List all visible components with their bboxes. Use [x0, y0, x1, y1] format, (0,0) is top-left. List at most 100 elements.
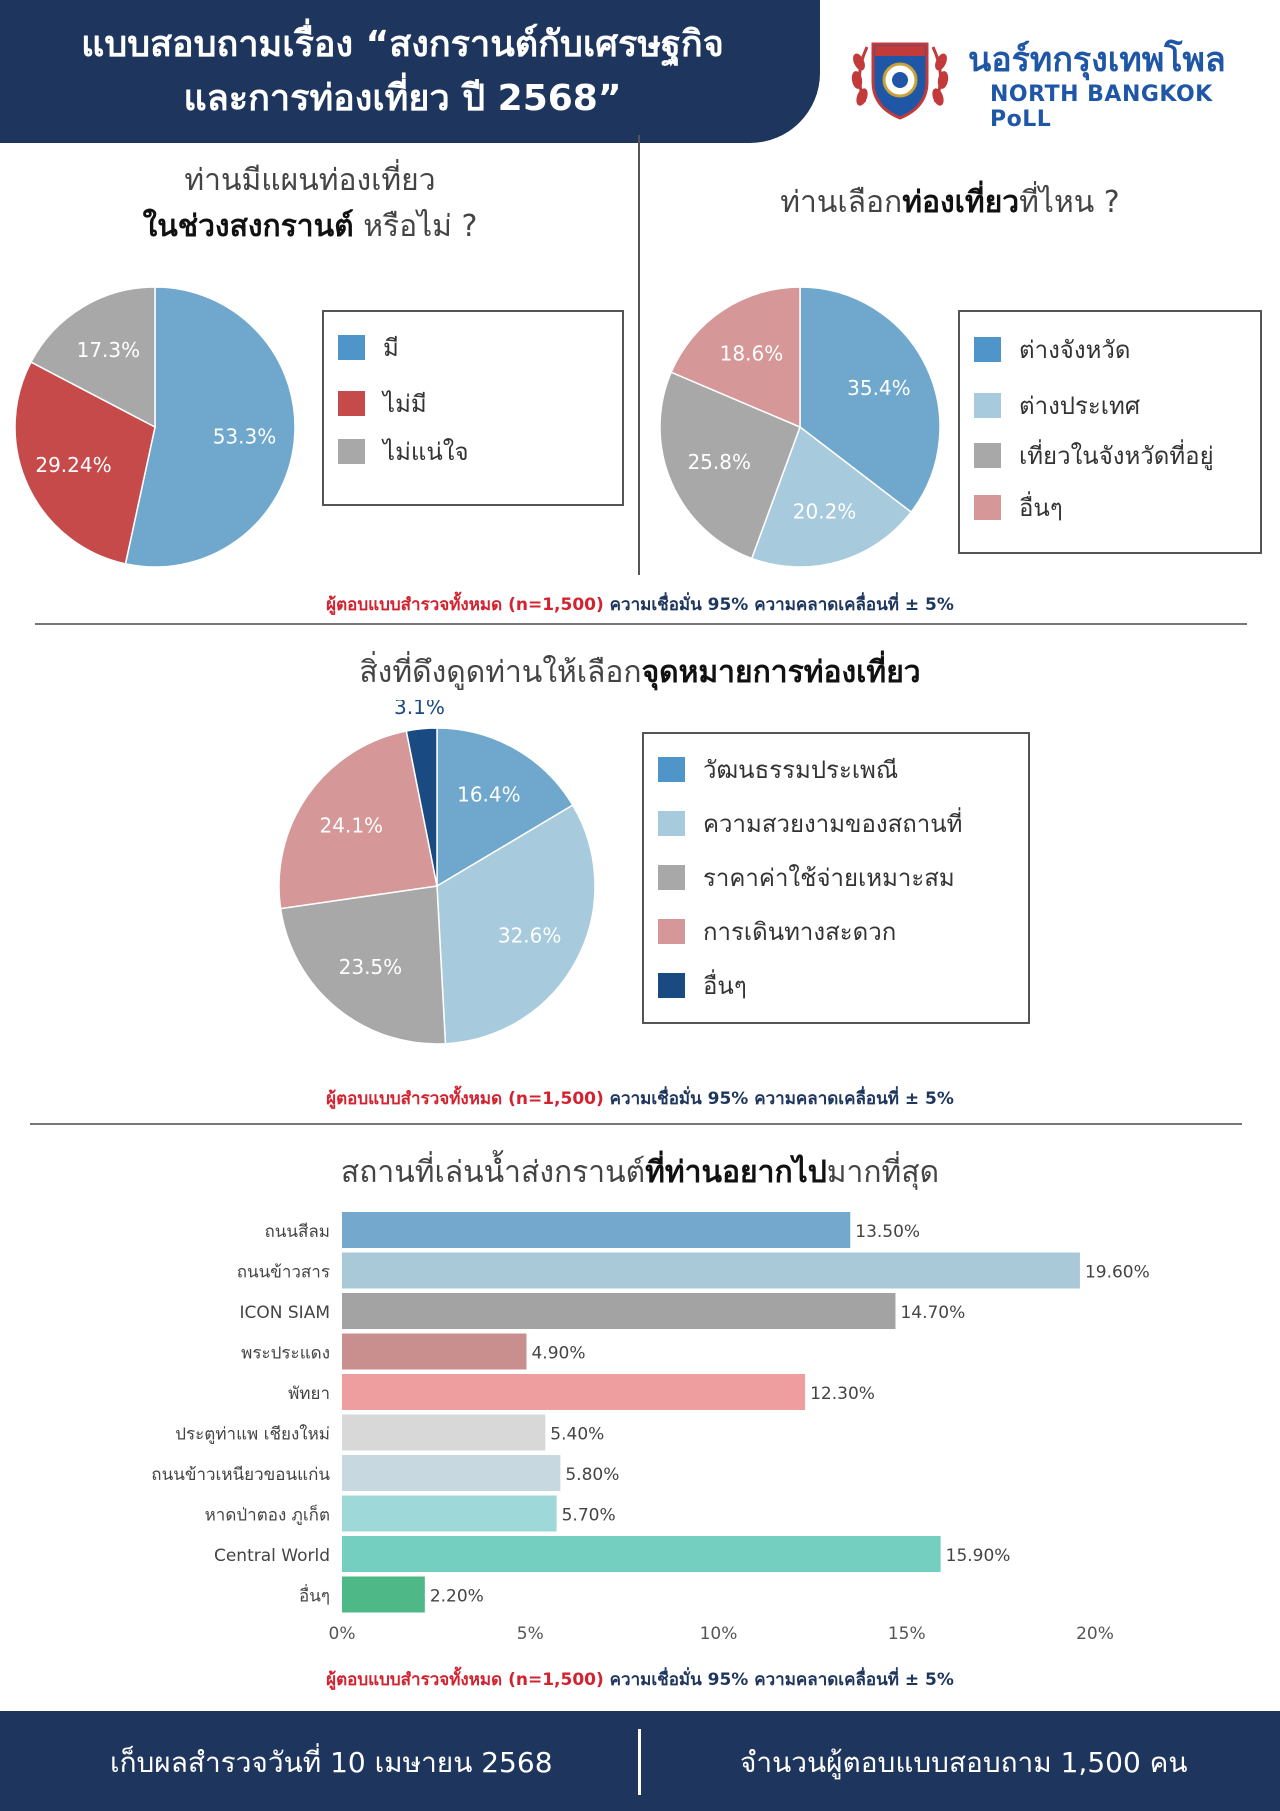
pie-slice-label: 17.3% — [77, 338, 141, 362]
bar — [342, 1414, 546, 1451]
pie-slice — [278, 730, 438, 910]
legend-label: ไม่แน่ใจ — [383, 438, 469, 466]
legend-label: การเดินทางสะดวก — [703, 918, 897, 946]
legend-item-transport: การเดินทางสะดวก — [658, 912, 896, 951]
q1-title-bold: ในช่วงสงกรานต์ — [142, 209, 354, 244]
page-title: แบบสอบถามเรื่อง “สงกรานต์กับเศรษฐกิจ และ… — [0, 18, 805, 126]
legend-swatch — [658, 919, 685, 944]
pie-slice-label: 35.4% — [847, 376, 911, 400]
legend-item-beauty: ความสวยงามของสถานที่ — [658, 804, 962, 843]
q3-pie-chart: 16.4% 32.6% 23.5% 24.1% 3.1% — [278, 700, 596, 1045]
pie-slice — [405, 727, 438, 887]
legend-swatch — [974, 443, 1001, 468]
legend-swatch — [974, 495, 1001, 520]
north-bangkok-poll-logo — [845, 22, 955, 132]
pie-slice-label: 32.6% — [498, 923, 562, 947]
q1-title-line2: ในช่วงสงกรานต์ หรือไม่ ? — [60, 204, 560, 250]
brand-name-thai: นอร์ทกรุงเทพโพล — [968, 40, 1226, 80]
survey-note-sample: ผู้ตอบแบบสำรวจทั้งหมด (n=1,500) — [326, 1670, 604, 1690]
q3-title: สิ่งที่ดึงดูดท่านให้เลือกจุดหมายการท่องเ… — [200, 650, 1080, 696]
legend-label: ราคาค่าใช้จ่ายเหมาะสม — [703, 864, 955, 892]
legend-item-price: ราคาค่าใช้จ่ายเหมาะสม — [658, 858, 955, 897]
survey-note-sample: ผู้ตอบแบบสำรวจทั้งหมด (n=1,500) — [326, 595, 604, 615]
pie-slice — [659, 371, 801, 560]
survey-note-2: ผู้ตอบแบบสำรวจทั้งหมด (n=1,500) ความเชื่… — [0, 1085, 1280, 1112]
brand-name-english: NORTH BANGKOK PoLL — [990, 82, 1213, 132]
q4-title-pre: สถานที่เล่นน้ำส่งกรานต์ — [340, 1155, 646, 1190]
pie-slice-label: 53.3% — [213, 425, 277, 449]
pie-slice — [436, 804, 596, 1045]
legend-label: อื่นๆ — [703, 972, 747, 1000]
legend-label: ต่างประเทศ — [1019, 392, 1141, 420]
bar — [342, 1374, 806, 1410]
bar-value-label: 12.30% — [810, 1384, 875, 1404]
bar-category-label: ประตูท่าแพ เชียงใหม่ — [175, 1424, 330, 1445]
pie-slice-label: 24.1% — [320, 813, 384, 837]
page-title-line2: และการท่องเที่ยว ปี 2568” — [183, 78, 622, 119]
pie-slice — [750, 425, 913, 568]
footer-divider — [638, 1729, 641, 1795]
bar — [342, 1333, 527, 1370]
bar — [342, 1212, 851, 1248]
bar-category-label: หาดป่าตอง ภูเก็ต — [205, 1504, 330, 1526]
pie-slice-label: 23.5% — [339, 955, 403, 979]
bar-value-label: 5.70% — [562, 1506, 616, 1526]
bar — [342, 1576, 425, 1613]
legend-swatch — [658, 973, 685, 998]
q4-title: สถานที่เล่นน้ำส่งกรานต์ที่ท่านอยากไปมากท… — [150, 1150, 1130, 1196]
x-tick-label: 10% — [700, 1624, 738, 1644]
bar-value-label: 14.70% — [900, 1303, 965, 1323]
bar — [342, 1252, 1080, 1289]
bar — [342, 1455, 561, 1491]
pie-slice-label: 25.8% — [687, 450, 751, 474]
pie-slice-label: 20.2% — [793, 500, 857, 524]
legend-label: ความสวยงามของสถานที่ — [703, 810, 963, 838]
bar-category-label: อื่นๆ — [299, 1584, 330, 1607]
bar — [342, 1495, 557, 1532]
legend-swatch — [338, 439, 365, 464]
bar — [342, 1293, 896, 1329]
legend-label: อื่นๆ — [1019, 494, 1063, 522]
survey-note-confidence: ความเชื่อมั่น 95% ความคลาดเคลื่อนที่ ± 5… — [609, 1670, 954, 1690]
bar-value-label: 19.60% — [1085, 1263, 1150, 1283]
legend-label: วัฒนธรรมประเพณี — [703, 756, 899, 784]
survey-note-confidence: ความเชื่อมั่น 95% ความคลาดเคลื่อนที่ ± 5… — [609, 595, 954, 615]
bar-value-label: 2.20% — [430, 1587, 484, 1607]
pie-slice-label: 29.24% — [35, 453, 111, 477]
legend-swatch — [338, 335, 365, 360]
laurel-shield-icon — [851, 42, 949, 120]
legend-item-others: อื่นๆ — [974, 488, 1063, 527]
q4-title-post: มากที่สุด — [826, 1155, 940, 1190]
x-tick-label: 15% — [888, 1624, 926, 1644]
bar-value-label: 15.90% — [946, 1546, 1011, 1566]
legend-swatch — [658, 865, 685, 890]
legend-item-culture: วัฒนธรรมประเพณี — [658, 750, 898, 789]
x-tick-label: 20% — [1076, 1624, 1114, 1644]
footer-respondent-count: จำนวนผู้ตอบแบบสอบถาม 1,500 คน — [740, 1746, 1188, 1779]
page-title-line1: แบบสอบถามเรื่อง “สงกรานต์กับเศรษฐกิจ — [81, 24, 724, 65]
header-band — [0, 0, 820, 143]
legend-swatch — [338, 391, 365, 416]
legend-item-no: ไม่มี — [338, 384, 427, 423]
q2-title-bold: ท่องเที่ยว — [902, 185, 1020, 220]
legend-label: ต่างจังหวัด — [1019, 336, 1131, 364]
legend-label: เที่ยวในจังหวัดที่อยู่ — [1019, 442, 1214, 470]
legend-item-unsure: ไม่แน่ใจ — [338, 432, 469, 471]
pie-slice-label: 3.1% — [394, 700, 445, 719]
bar-category-label: พัทยา — [288, 1384, 330, 1404]
footer-bar: เก็บผลสำรวจวันที่ 10 เมษายน 2568 จำนวนผู… — [0, 1711, 1280, 1811]
q2-pie-chart: 35.4% 20.2% 25.8% 18.6% — [659, 286, 941, 568]
bar-category-label: Central World — [214, 1546, 330, 1566]
pie-slice — [799, 286, 941, 514]
bar-category-label: ถนนสีลม — [264, 1222, 330, 1242]
legend-item-other-province: ต่างจังหวัด — [974, 330, 1130, 369]
x-tick-label: 5% — [517, 1624, 544, 1644]
legend-item-abroad: ต่างประเทศ — [974, 386, 1140, 425]
q1-title-rest: หรือไม่ ? — [353, 209, 478, 244]
q2-title: ท่านเลือกท่องเที่ยวที่ไหน ? — [700, 180, 1200, 226]
q4-bar-chart: ถนนสีลม 13.50% ถนนข้าวสาร 19.60% ICON SIAM 14… — [151, 1212, 1150, 1644]
pie-slice — [124, 286, 296, 568]
footer-survey-date: เก็บผลสำรวจวันที่ 10 เมษายน 2568 — [110, 1746, 553, 1779]
q1-title-line1: ท่านมีแผนท่องเที่ยว — [184, 163, 436, 198]
survey-note-confidence: ความเชื่อมั่น 95% ความคลาดเคลื่อนที่ ± 5… — [609, 1089, 954, 1109]
